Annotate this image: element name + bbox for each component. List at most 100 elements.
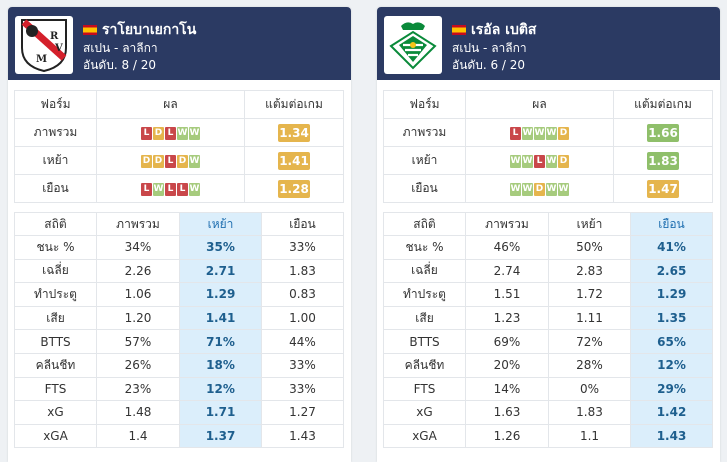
stat-label: เฉลี่ย [383,258,466,284]
stats-row: BTTS 57% 71% 44% [14,329,344,354]
stat-value: 23% [96,376,180,402]
stat-value: 57% [96,329,180,354]
stat-label: ทำประตู [14,282,97,307]
team-header: R V M ราโยบาเยกาโน สเปน - ลาลีกา อันดับ.… [8,7,351,80]
stat-value: 29% [630,376,713,402]
result-chip[interactable]: W [534,126,545,140]
stat-label: xG [383,400,466,425]
col-header-ppg: แต้มต่อเกม [613,90,713,119]
form-table: ฟอร์ม ผล แต้มต่อเกม ภาพรวม L W W W D 1.66 เหย้า… [383,90,713,203]
result-chip[interactable]: D [177,154,188,168]
team-name[interactable]: ราโยบาเยกาโน [102,22,197,38]
stat-value: 1.72 [548,282,631,307]
spain-flag-icon [83,25,97,35]
col-header-form: ฟอร์ม [383,90,466,119]
col-header-home: เหย้า [179,212,262,236]
result-chip[interactable]: W [189,126,200,140]
result-chip[interactable]: L [141,182,152,196]
result-chip[interactable]: D [558,154,569,168]
form-row: ภาพรวม L D L W W 1.34 [14,118,344,147]
stat-value: 1.71 [179,400,262,425]
stat-value: 1.26 [465,423,549,449]
stat-value: 1.06 [96,282,180,307]
result-chip[interactable]: D [534,182,545,196]
form-row: เยือน L W L L W 1.28 [14,174,344,203]
stats-row: เฉลี่ย 2.74 2.83 2.65 [383,258,713,284]
result-chip[interactable]: W [558,182,569,196]
stat-value: 33% [261,352,344,378]
col-header-ppg: แต้มต่อเกม [244,90,344,119]
result-chip[interactable]: D [153,154,164,168]
stat-label: BTTS [383,329,466,354]
result-chip[interactable]: W [177,126,188,140]
ppg-cell: 1.28 [244,174,344,203]
ppg-badge: 1.47 [647,179,679,198]
stats-row: FTS 23% 12% 33% [14,376,344,402]
result-chip[interactable]: L [165,126,176,140]
stats-row: ทำประตู 1.06 1.29 0.83 [14,282,344,307]
result-chip[interactable]: D [153,126,164,140]
stats-row: เสีย 1.20 1.41 1.00 [14,305,344,331]
stat-value: 12% [179,376,262,402]
stat-value: 1.23 [465,305,549,331]
svg-text:R: R [50,31,59,42]
stat-value: 35% [179,235,262,260]
stat-value: 2.65 [630,258,713,284]
result-chip[interactable]: W [522,126,533,140]
svg-text:V: V [54,43,63,54]
stat-value: 33% [261,376,344,402]
stat-label: xG [14,400,97,425]
ppg-cell: 1.41 [244,146,344,175]
stat-value: 2.26 [96,258,180,284]
result-chip[interactable]: W [189,154,200,168]
team-card-rayo: R V M ราโยบาเยกาโน สเปน - ลาลีกา อันดับ.… [8,7,351,462]
result-chip[interactable]: W [546,154,557,168]
form-row: ภาพรวม L W W W D 1.66 [383,118,713,147]
betis-crest-icon [389,22,437,70]
stat-label: FTS [383,376,466,402]
stat-value: 1.4 [96,423,180,449]
ppg-cell: 1.47 [613,174,713,203]
result-chip[interactable]: L [141,126,152,140]
result-chip[interactable]: L [177,182,188,196]
stat-value: 65% [630,329,713,354]
stat-label: คลีนชีท [383,352,466,378]
result-chip[interactable]: W [546,126,557,140]
spain-flag-icon [452,25,466,35]
result-chip[interactable]: L [165,182,176,196]
stat-value: 2.71 [179,258,262,284]
stat-label: ทำประตู [383,282,466,307]
stat-value: 28% [548,352,631,378]
result-chip[interactable]: W [546,182,557,196]
svg-text:M: M [36,54,47,65]
result-chip[interactable]: W [153,182,164,196]
stat-value: 12% [630,352,713,378]
ppg-badge: 1.41 [278,151,310,170]
col-header-away: เยือน [261,212,344,236]
col-header-home: เหย้า [548,212,631,236]
result-chip[interactable]: W [189,182,200,196]
stat-value: 1.29 [179,282,262,307]
team-name[interactable]: เรอัล เบติส [471,22,537,38]
stats-table: สถิติ ภาพรวม เหย้า เยือน ชนะ % 34% 35% 33% เ… [14,212,344,449]
stat-value: 2.74 [465,258,549,284]
stat-value: 50% [548,235,631,260]
result-chip[interactable]: D [558,126,569,140]
result-chip[interactable]: L [534,154,545,168]
result-chip[interactable]: W [510,182,521,196]
result-chip[interactable]: W [522,182,533,196]
stats-row: ทำประตู 1.51 1.72 1.29 [383,282,713,307]
result-chip[interactable]: D [141,154,152,168]
stat-value: 1.41 [179,305,262,331]
result-chip[interactable]: W [510,154,521,168]
league-label: สเปน - ลาลีกา [83,41,158,55]
result-chip[interactable]: W [522,154,533,168]
result-chip[interactable]: L [510,126,521,140]
result-chip[interactable]: L [165,154,176,168]
team-card-betis: เรอัล เบติส สเปน - ลาลีกา อันดับ. 6 / 20… [377,7,720,462]
form-row-label: ภาพรวม [14,118,97,147]
col-header-stat: สถิติ [383,212,466,236]
